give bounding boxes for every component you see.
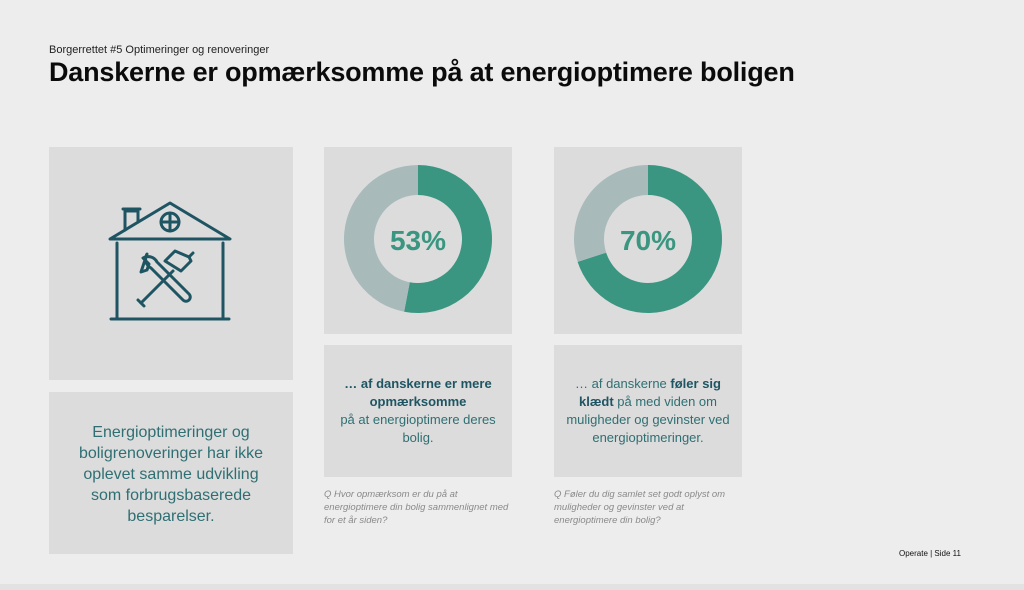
donut-2-value-slice: [577, 165, 722, 313]
caption-2: … af danskerne føler sig klædt på med vi…: [564, 375, 732, 447]
caption-1-bold: … af danskerne er mere opmærksomme: [344, 376, 492, 409]
donut-1-value-slice: [404, 165, 492, 313]
slide-title: Danskerne er opmærksomme på at energiopt…: [49, 57, 795, 87]
donut-chart-1-panel: 53%: [324, 147, 512, 334]
summary-panel: Energioptimeringer og boligrenoveringer …: [49, 392, 293, 554]
caption-2-bold: føler sig klædt: [578, 376, 721, 409]
donut-chart-2: 70%: [574, 165, 722, 313]
footer-page-info: Operate | Side 11: [899, 549, 961, 558]
donut-chart-1: 53%: [343, 165, 492, 313]
house-tools-icon: [108, 201, 232, 321]
caption-1-rest: på at energioptimere deres bolig.: [340, 412, 496, 445]
caption-panel-1: … af danskerne er mere opmærksomme på at…: [324, 345, 512, 477]
icon-panel: [49, 147, 293, 380]
donut-1-remainder-slice: [343, 165, 418, 312]
caption-2-rest: på med viden om muligheder og gevinster …: [566, 394, 730, 445]
donut-chart-2-panel: 70%: [554, 147, 742, 334]
caption-2-pre: … af danskerne: [575, 376, 671, 391]
bottom-strip: [0, 584, 1024, 590]
summary-text: Energioptimeringer og boligrenoveringer …: [78, 424, 264, 525]
caption-1: … af danskerne er mere opmærksomme på at…: [334, 375, 502, 447]
donut-2-percent-label: 70%: [620, 225, 676, 256]
slide-subtitle: Borgerrettet #5 Optimeringer og renoveri…: [49, 44, 270, 56]
question-2: Q Føler du dig samlet set godt oplyst om…: [554, 489, 726, 526]
donut-1-percent-label: 53%: [390, 225, 446, 256]
donut-2-remainder-slice: [574, 165, 648, 262]
caption-panel-2: … af danskerne føler sig klædt på med vi…: [554, 345, 742, 477]
question-1: Q Hvor opmærksom er du på at energioptim…: [324, 489, 509, 526]
